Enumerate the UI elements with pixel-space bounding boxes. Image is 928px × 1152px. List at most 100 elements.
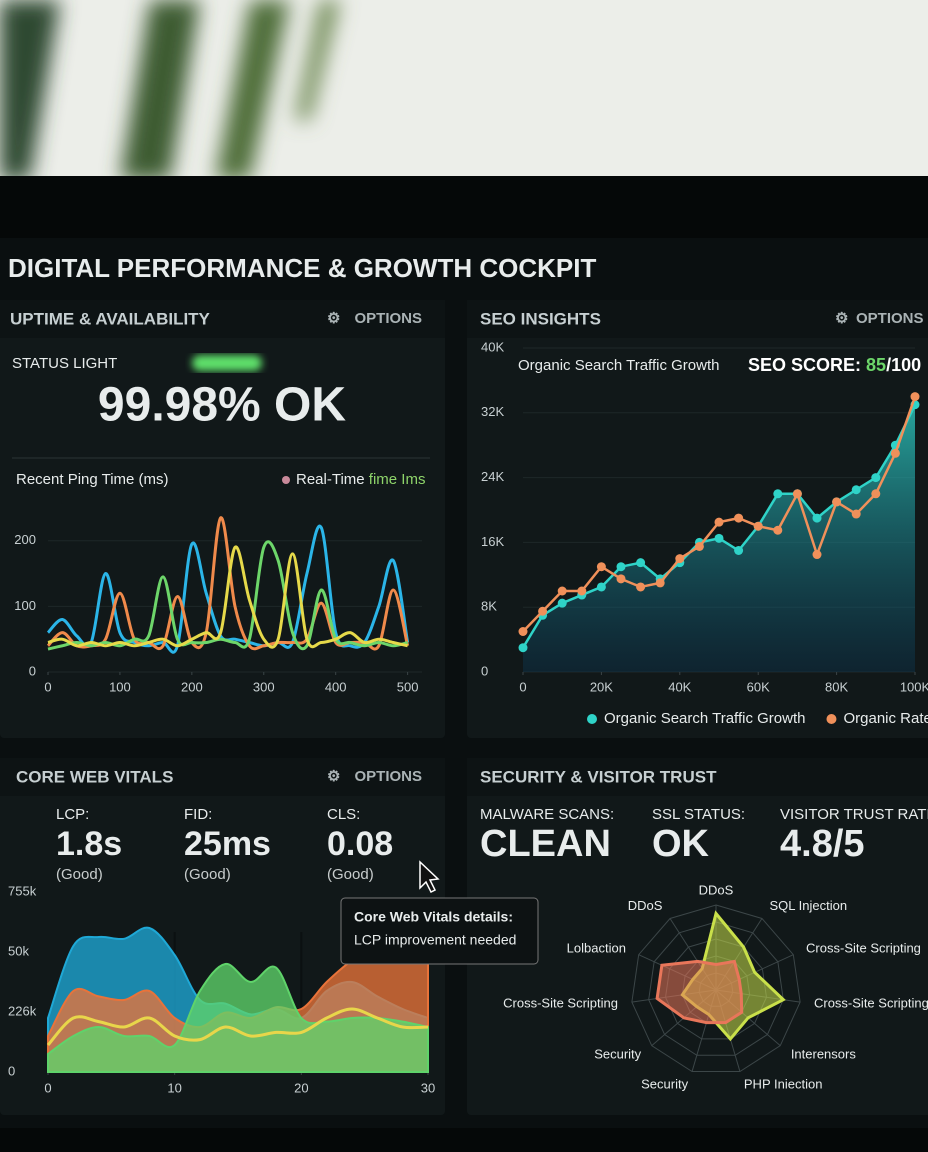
y-tick-label: 200	[14, 532, 36, 547]
gear-icon: ⚙	[327, 310, 340, 327]
data-point	[832, 497, 842, 507]
page-title: DIGITAL PERFORMANCE & GROWTH COCKPIT	[8, 253, 596, 283]
panel-header	[0, 758, 445, 796]
data-point	[910, 392, 920, 402]
radar-axis-label: DDoS	[628, 898, 663, 913]
x-tick-label: 40K	[668, 679, 691, 694]
metric-value: OK	[652, 823, 710, 865]
data-point	[871, 489, 881, 499]
y-tick-label: 50k	[8, 943, 29, 958]
panel-header	[467, 300, 928, 338]
line	[47, 540, 408, 651]
metric-note: (Good)	[56, 866, 103, 883]
metric-value: 25ms	[184, 825, 271, 863]
status-light	[192, 355, 262, 371]
data-point	[557, 586, 567, 596]
status-value: 99.98% OK	[98, 379, 346, 432]
panel-title: SEO INSIGHTS	[480, 309, 601, 328]
metric-name: SSL STATUS:	[652, 806, 745, 823]
panel-header	[0, 300, 445, 338]
status-label: STATUS LIGHT	[12, 355, 117, 372]
data-point	[734, 546, 744, 555]
metric-name: LCP:	[56, 806, 89, 823]
score-value: 85	[866, 355, 886, 375]
x-tick-label: 20K	[590, 679, 613, 694]
radar-axis-label: Interensors	[791, 1046, 857, 1061]
line	[47, 545, 408, 649]
y-tick-label: 0	[8, 1063, 15, 1078]
radar-axis-label: SQL Injection	[770, 898, 848, 913]
metric-value: 4.8/5	[780, 823, 865, 865]
metric-name: VISITOR TRUST RATING	[780, 806, 928, 823]
y-tick-label: 100	[14, 598, 36, 613]
y-tick-label: 40K	[481, 339, 504, 354]
y-tick-label: 24K	[481, 469, 504, 484]
metric-value: 0.08	[327, 825, 393, 863]
radar-axis-label: Cross-Site Scripting	[806, 940, 921, 955]
data-point	[734, 513, 744, 523]
data-point	[655, 578, 665, 588]
x-tick-label: 30	[421, 1080, 435, 1095]
y-tick-label: 32K	[481, 404, 504, 419]
data-point	[616, 562, 626, 572]
radar-axis-label: Security	[641, 1076, 688, 1091]
data-point	[773, 525, 783, 535]
panel-title: CORE WEB VITALS	[16, 767, 173, 786]
metric-note: (Good)	[327, 866, 374, 883]
panel-header	[467, 758, 928, 796]
x-tick-label: 400	[325, 679, 347, 694]
x-tick-label: 300	[253, 679, 275, 694]
seo-score: SEO SCORE: 85/100	[748, 355, 921, 375]
x-tick-label: 10	[167, 1080, 181, 1095]
radar-area	[655, 959, 744, 1025]
data-point	[812, 550, 822, 560]
legend-text: Real-Time	[296, 471, 365, 488]
legend-dot	[282, 476, 290, 484]
data-point	[675, 554, 685, 564]
radar-axis-label: Cross-Site Scripting	[503, 996, 618, 1011]
legend-dot	[826, 714, 837, 724]
legend-label: Real-Time fime Ims	[296, 471, 425, 488]
y-tick-label: 16K	[481, 534, 504, 549]
x-tick-label: 500	[397, 679, 419, 694]
data-point	[812, 513, 822, 523]
data-point	[518, 643, 528, 653]
data-point	[714, 533, 724, 543]
radar-axis-label: PHP Iniection	[744, 1076, 823, 1091]
data-point	[773, 489, 783, 499]
y-tick-label: 8K	[481, 599, 497, 614]
legend-dot	[587, 714, 597, 724]
mouse-cursor	[419, 860, 440, 894]
options-button[interactable]: OPTIONS	[354, 768, 422, 785]
x-tick-label: 60K	[747, 679, 770, 694]
x-tick-label: 80K	[825, 679, 848, 694]
data-point	[694, 541, 704, 551]
metric-note: (Good)	[184, 866, 231, 883]
data-point	[714, 517, 724, 527]
options-button[interactable]: OPTIONS	[856, 310, 924, 327]
legend-suffix: fime Ims	[369, 471, 426, 488]
area	[47, 963, 429, 1073]
line	[46, 1007, 429, 1047]
x-tick-label: 100	[109, 679, 131, 694]
metric-value: 1.8s	[56, 825, 122, 863]
score-label: SEO SCORE:	[748, 355, 861, 375]
data-point	[538, 606, 548, 616]
plant-blur	[0, 0, 340, 180]
radar-ring	[648, 921, 784, 1056]
y-tick-label: 755k	[8, 883, 37, 898]
x-tick-label: 0	[519, 679, 526, 694]
legend-label: Organic Rate	[843, 710, 928, 727]
metric-name: FID:	[184, 806, 212, 823]
data-point	[596, 562, 606, 572]
options-button[interactable]: OPTIONS	[354, 310, 422, 327]
data-point	[596, 582, 606, 592]
tooltip	[340, 897, 539, 965]
data-point	[851, 485, 861, 495]
metric-name: CLS:	[327, 806, 360, 823]
radar-axis-label: Lolbaction	[567, 940, 626, 955]
x-tick-label: 100K	[900, 679, 928, 694]
radar-axis-label: Security	[594, 1046, 641, 1061]
